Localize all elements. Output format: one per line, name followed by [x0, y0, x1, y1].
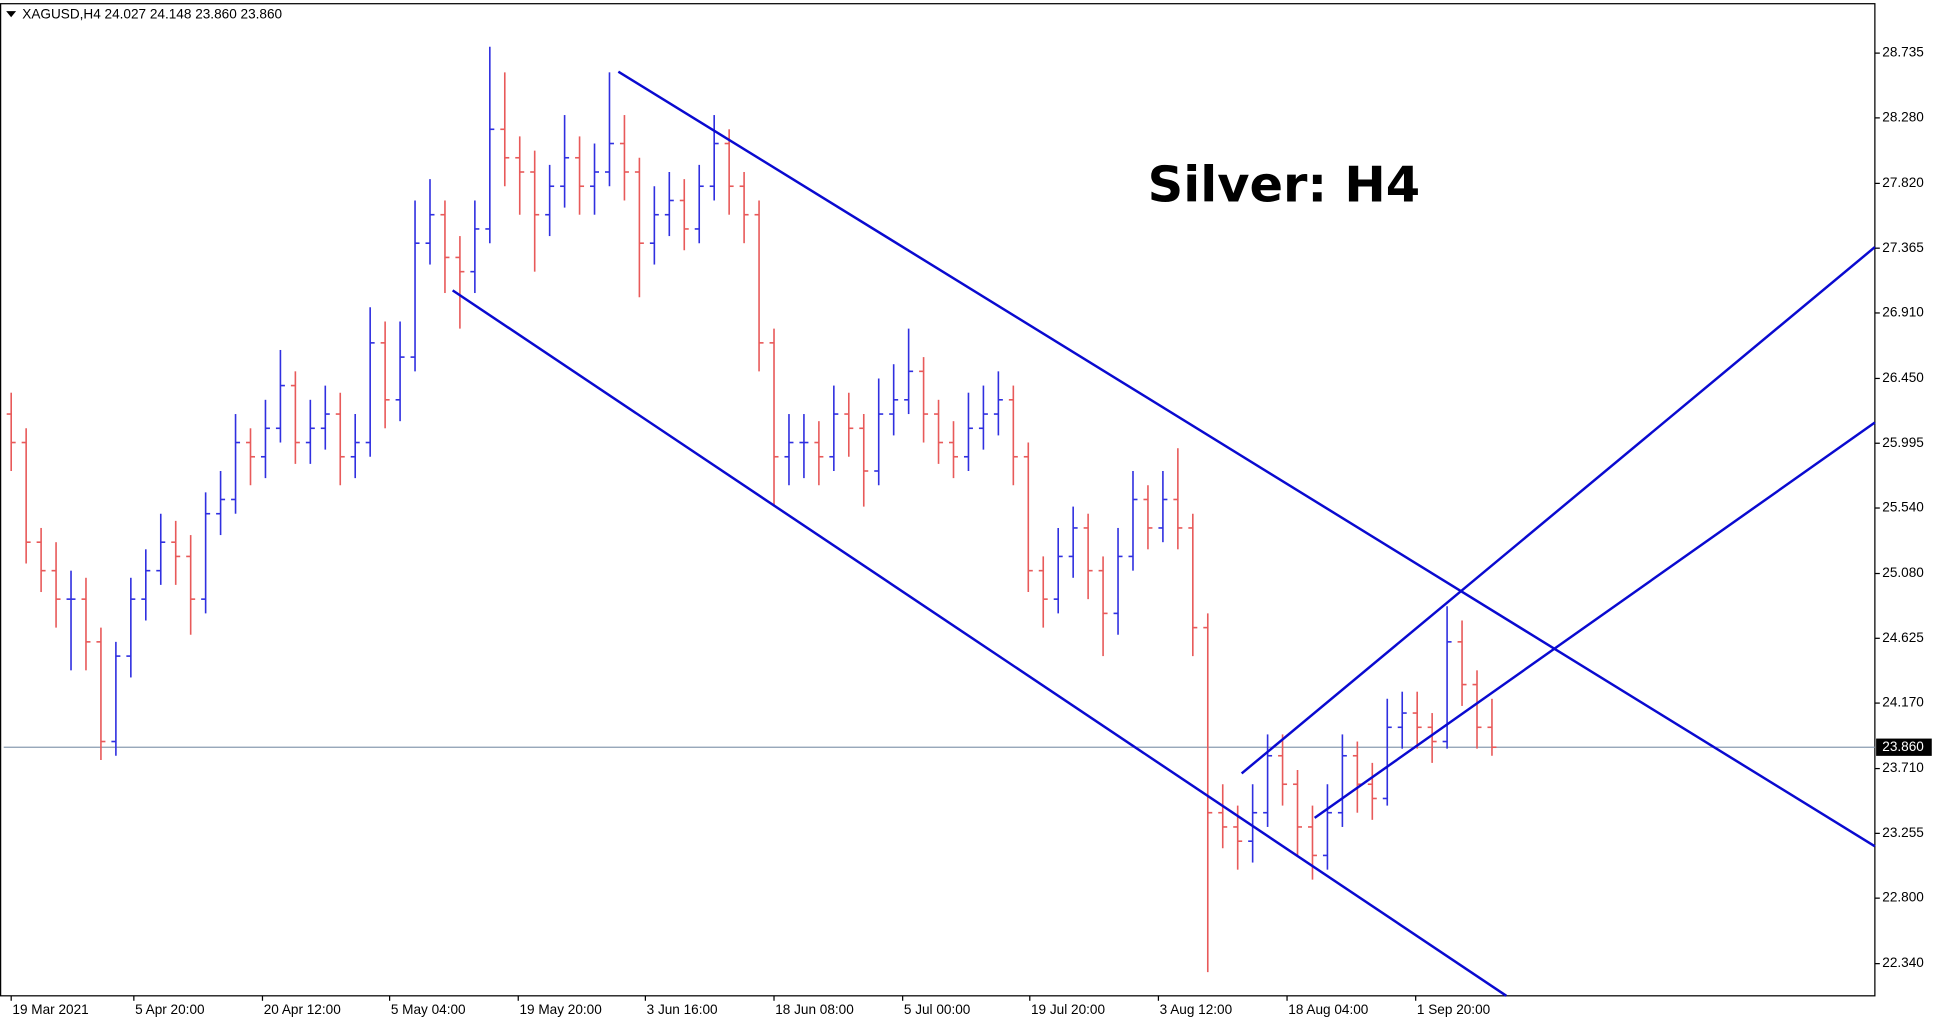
y-tick-label: 22.340 — [1882, 955, 1924, 970]
chart-header: XAGUSD,H4 24.027 24.148 23.860 23.860 — [22, 6, 282, 21]
plot-frame — [0, 3, 1876, 997]
current-price-box — [1876, 738, 1932, 756]
x-tick-label: 5 May 04:00 — [391, 1002, 466, 1017]
y-tick-label: 23.255 — [1882, 825, 1924, 840]
y-tick-label: 28.735 — [1882, 45, 1924, 60]
trend-line[interactable] — [451, 289, 1508, 997]
y-tick-label: 26.450 — [1882, 370, 1924, 385]
y-tick-label: 23.710 — [1882, 760, 1924, 775]
y-tick-label: 25.080 — [1882, 565, 1924, 580]
y-tick-label: 24.625 — [1882, 630, 1924, 645]
y-tick-label: 27.820 — [1882, 175, 1924, 190]
y-tick-label: 27.365 — [1882, 240, 1924, 255]
trendlines — [451, 70, 1876, 997]
current-price-label: 23.860 — [1882, 739, 1924, 754]
x-tick-label: 5 Jul 00:00 — [904, 1002, 971, 1017]
symbol-menu-arrow[interactable] — [6, 11, 17, 18]
y-tick-label: 26.910 — [1882, 305, 1924, 320]
y-tick-label: 22.800 — [1882, 890, 1924, 905]
y-tick-label: 25.995 — [1882, 435, 1924, 450]
x-tick-label: 20 Apr 12:00 — [264, 1002, 341, 1017]
trend-line[interactable] — [1313, 421, 1876, 819]
trend-line[interactable] — [617, 70, 1876, 848]
x-tick-label: 5 Apr 20:00 — [135, 1002, 205, 1017]
x-tick-label: 18 Aug 04:00 — [1288, 1002, 1369, 1017]
x-tick-label: 19 Jul 20:00 — [1031, 1002, 1105, 1017]
x-tick-label: 3 Aug 12:00 — [1160, 1002, 1233, 1017]
x-tick-label: 19 May 20:00 — [519, 1002, 602, 1017]
chart-title: Silver: H4 — [1148, 155, 1421, 213]
x-tick-label: 18 Jun 08:00 — [775, 1002, 854, 1017]
y-tick-label: 25.540 — [1882, 500, 1924, 515]
x-tick-label: 1 Sep 20:00 — [1417, 1002, 1491, 1017]
y-tick-label: 24.170 — [1882, 695, 1924, 710]
y-tick-label: 28.280 — [1882, 109, 1924, 124]
trend-line[interactable] — [1240, 246, 1876, 775]
x-tick-label: 3 Jun 16:00 — [647, 1002, 718, 1017]
x-tick-label: 19 Mar 2021 — [12, 1002, 88, 1017]
